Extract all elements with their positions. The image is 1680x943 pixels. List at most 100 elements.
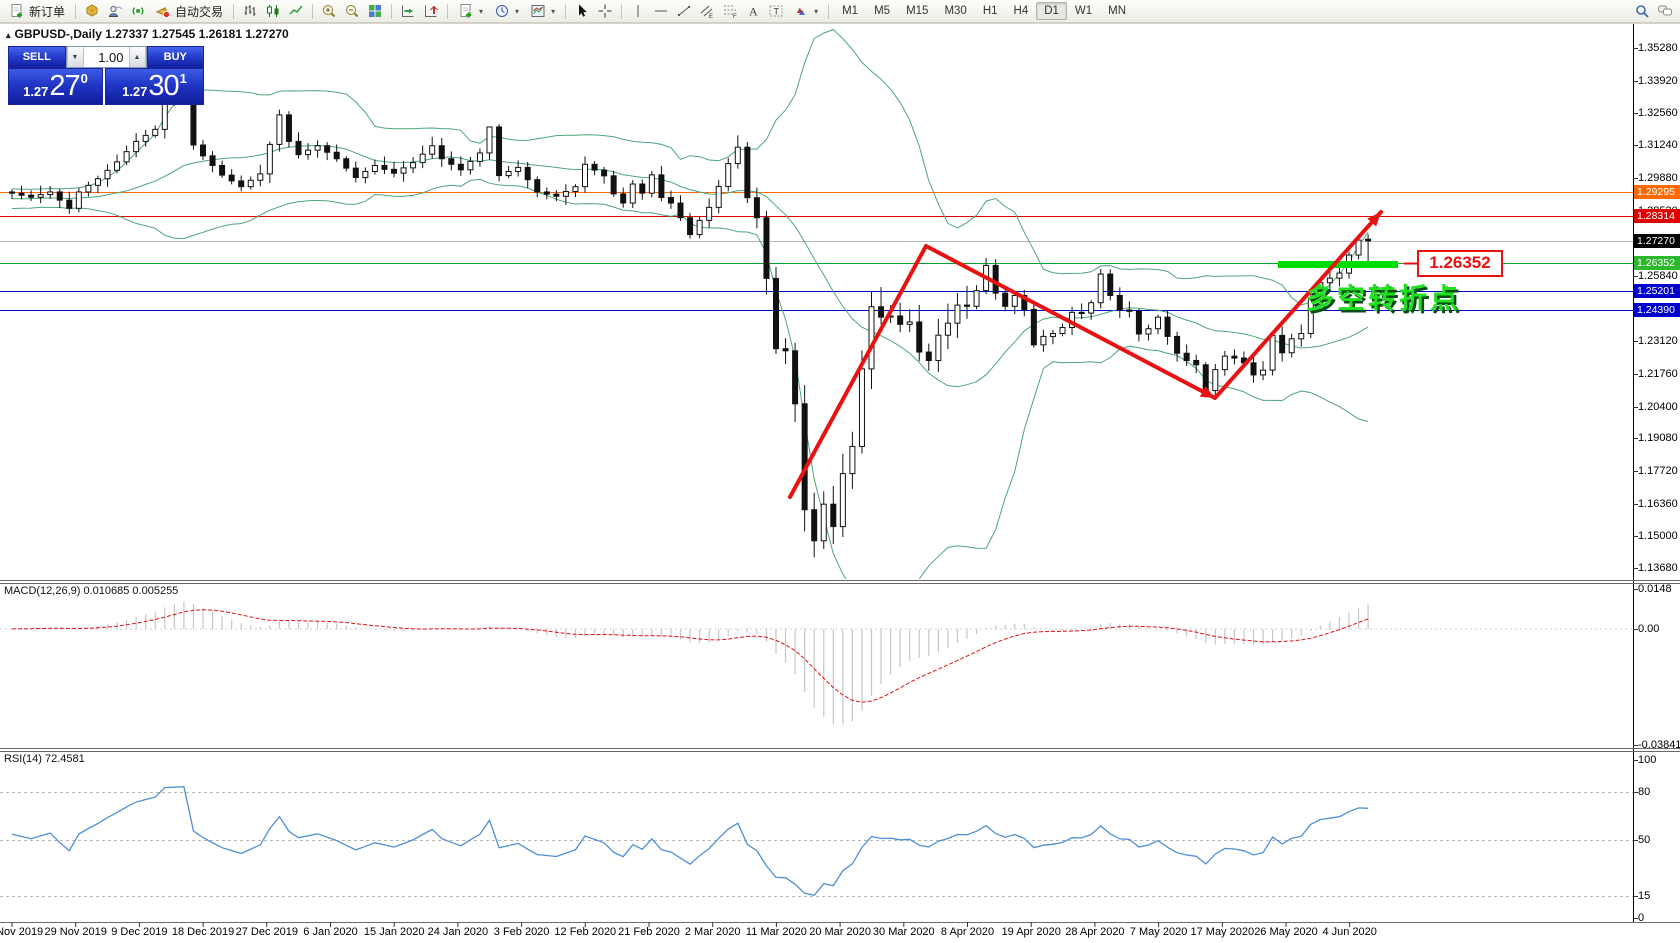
price-level-annotation[interactable]: 1.26352 bbox=[1417, 250, 1503, 277]
templates-button[interactable]: ▾ bbox=[525, 0, 560, 22]
timeframe-h1[interactable]: H1 bbox=[982, 5, 998, 17]
svg-text:E: E bbox=[709, 14, 713, 19]
timeframe-w1[interactable]: W1 bbox=[1074, 5, 1093, 17]
profile-cloud-icon[interactable] bbox=[104, 1, 126, 21]
megaphone-glyph bbox=[155, 3, 171, 19]
clock-glyph bbox=[494, 3, 510, 19]
toolbar-button-label: 新订单 bbox=[29, 4, 66, 19]
auto-trading-button[interactable]: 自动交易 bbox=[150, 0, 228, 22]
cube-glyph bbox=[84, 3, 100, 19]
date-label: 30 Mar 2020 bbox=[872, 926, 935, 938]
yellow-cube-icon[interactable] bbox=[81, 1, 103, 21]
buy-price-button[interactable]: 1.27 30 1 bbox=[105, 68, 204, 105]
signals-icon[interactable] bbox=[127, 1, 149, 21]
price-axis-label: 1.35280 bbox=[1638, 42, 1678, 54]
line-chart-icon[interactable] bbox=[285, 1, 307, 21]
date-label: 9 Dec 2019 bbox=[111, 926, 168, 938]
sell-price-button[interactable]: 1.27 27 0 bbox=[8, 68, 103, 105]
text-label-icon[interactable]: T bbox=[765, 1, 787, 21]
chat-glyph bbox=[1657, 3, 1673, 19]
autoscroll-glyph bbox=[400, 3, 416, 19]
price-axis-label: 1.32560 bbox=[1638, 107, 1678, 119]
chart-shift-icon[interactable] bbox=[420, 1, 442, 21]
volume-down-button[interactable]: ▼ bbox=[66, 47, 84, 67]
sell-price-main: 27 bbox=[49, 70, 80, 103]
trend-arrows[interactable] bbox=[788, 210, 1417, 499]
sell-price-pip: 0 bbox=[80, 71, 88, 86]
price-axis-label: 1.21760 bbox=[1638, 368, 1678, 380]
price-badge: 1.25201 bbox=[1634, 284, 1680, 298]
text-icon[interactable]: A bbox=[742, 1, 764, 21]
horizontal-line-icon[interactable] bbox=[650, 1, 672, 21]
price-badge: 1.28314 bbox=[1634, 209, 1680, 223]
buy-button[interactable]: BUY bbox=[146, 46, 204, 68]
tline-glyph bbox=[676, 3, 692, 19]
volume-spinner: ▼ ▲ bbox=[65, 46, 147, 68]
fibonacci-icon[interactable]: F bbox=[719, 1, 741, 21]
hline-glyph bbox=[653, 3, 669, 19]
search-glyph bbox=[1634, 3, 1650, 19]
price-axis-label: 1.29880 bbox=[1638, 172, 1678, 184]
timeframe-m1[interactable]: M1 bbox=[842, 5, 859, 17]
auto-scroll-icon[interactable] bbox=[397, 1, 419, 21]
equidistant-channel-icon[interactable]: E bbox=[696, 1, 718, 21]
textA-glyph: A bbox=[745, 3, 761, 19]
search-icon[interactable] bbox=[1631, 1, 1653, 21]
candlestick-chart-icon[interactable] bbox=[262, 1, 284, 21]
date-label: 6 Jan 2020 bbox=[303, 926, 358, 938]
toolbar-separator bbox=[621, 3, 623, 19]
date-label: 7 May 2020 bbox=[1129, 926, 1188, 938]
date-label: 28 Apr 2020 bbox=[1065, 926, 1125, 938]
doc-plus-glyph bbox=[9, 3, 25, 19]
turning-point-annotation[interactable]: 多空转折点 bbox=[1306, 283, 1462, 314]
rsi-axis-label: 50 bbox=[1638, 834, 1651, 846]
sell-price-prefix: 1.27 bbox=[23, 83, 49, 99]
crosshair-icon[interactable] bbox=[594, 1, 616, 21]
vertical-line-icon[interactable] bbox=[627, 1, 649, 21]
toolbar-separator bbox=[75, 3, 77, 19]
date-label: 3 Feb 2020 bbox=[493, 926, 550, 938]
timeframe-m5[interactable]: M5 bbox=[874, 5, 891, 17]
timeframe-m30[interactable]: M30 bbox=[944, 5, 967, 17]
symbol-ohlc-text: GBPUSD-,Daily 1.27337 1.27545 1.26181 1.… bbox=[14, 27, 289, 41]
zoom-out-icon[interactable] bbox=[341, 1, 363, 21]
rsi-axis-label: 15 bbox=[1638, 890, 1651, 902]
bar-chart-icon[interactable] bbox=[239, 1, 261, 21]
periods-button[interactable]: ▾ bbox=[489, 0, 524, 22]
macd-axis-label: 0.0148 bbox=[1638, 583, 1672, 595]
chevron-down-icon: ▾ bbox=[479, 6, 484, 16]
timeframe-mn[interactable]: MN bbox=[1108, 5, 1127, 17]
timeframe-d1[interactable]: D1 bbox=[1036, 2, 1067, 20]
cursor-icon[interactable] bbox=[571, 1, 593, 21]
tile-windows-icon[interactable] bbox=[364, 1, 386, 21]
date-label: 29 Nov 2019 bbox=[44, 926, 107, 938]
indicators-button[interactable]: ▾ bbox=[453, 0, 488, 22]
bars-glyph bbox=[242, 3, 258, 19]
volume-input[interactable] bbox=[83, 47, 129, 67]
chevron-down-icon: ▾ bbox=[814, 6, 819, 16]
svg-text:T: T bbox=[774, 7, 780, 17]
arrows-button[interactable]: ▾ bbox=[788, 0, 823, 22]
vline-glyph bbox=[630, 3, 646, 19]
chevron-down-icon: ▾ bbox=[551, 6, 556, 16]
toolbar-separator bbox=[312, 3, 314, 19]
sell-button[interactable]: SELL bbox=[8, 46, 66, 68]
volume-up-button[interactable]: ▲ bbox=[128, 47, 146, 67]
price-axis-label: 1.17720 bbox=[1638, 465, 1678, 477]
timeframe-m15[interactable]: M15 bbox=[906, 5, 929, 17]
zoom-in-icon[interactable] bbox=[318, 1, 340, 21]
trendline-icon[interactable] bbox=[673, 1, 695, 21]
profile-glyph bbox=[107, 3, 123, 19]
svg-text:A: A bbox=[749, 5, 758, 19]
date-label: 20 Mar 2020 bbox=[809, 926, 871, 938]
channel-glyph: E bbox=[699, 3, 715, 19]
price-badge: 1.24390 bbox=[1634, 303, 1680, 317]
new-order-button[interactable]: 新订单 bbox=[4, 0, 70, 22]
collapse-arrow-icon[interactable]: ▴ bbox=[6, 30, 11, 40]
green-highlight-bar[interactable] bbox=[1278, 261, 1398, 268]
toolbar-separator bbox=[828, 3, 830, 19]
timeframe-h4[interactable]: H4 bbox=[1013, 5, 1029, 17]
rsi-value: 72.4581 bbox=[44, 753, 85, 765]
date-label: 15 Jan 2020 bbox=[363, 926, 425, 938]
chat-icon[interactable] bbox=[1654, 1, 1676, 21]
